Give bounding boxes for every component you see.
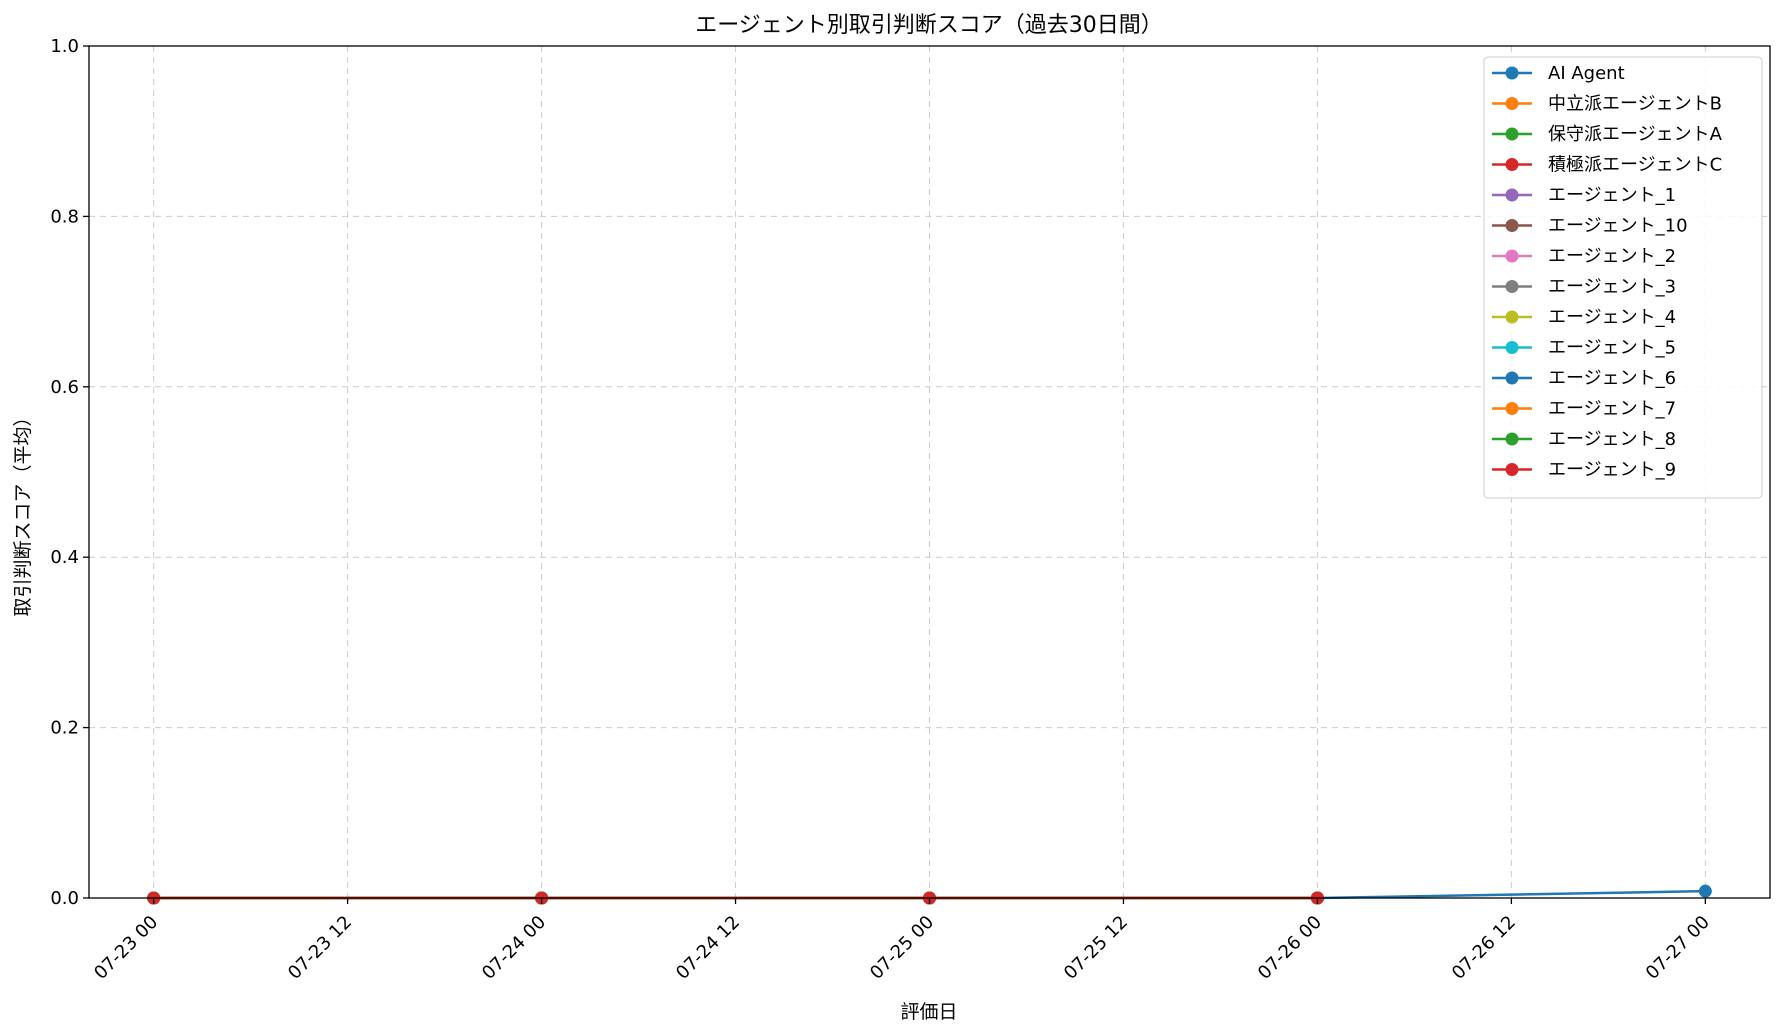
legend-item: エージェント_10	[1492, 216, 1688, 237]
legend-marker	[1505, 402, 1519, 415]
legend-marker	[1505, 341, 1519, 354]
legend-marker	[1505, 463, 1519, 476]
legend-label: エージェント_7	[1548, 399, 1676, 420]
legend-label: エージェント_10	[1548, 216, 1688, 237]
legend-item: エージェント_1	[1492, 185, 1676, 206]
legend-marker	[1505, 97, 1519, 110]
legend-item: エージェント_2	[1492, 246, 1676, 267]
y-tick-label: 0.4	[50, 547, 79, 568]
legend-marker	[1505, 432, 1519, 446]
legend-item: エージェント_8	[1492, 429, 1676, 450]
y-tick-label: 0.2	[50, 718, 79, 739]
legend-label: 中立派エージェントB	[1548, 94, 1722, 115]
y-tick-label: 1.0	[50, 36, 79, 57]
y-tick-label: 0.6	[50, 377, 79, 398]
data-point	[1698, 884, 1712, 898]
legend-label: エージェント_9	[1548, 460, 1676, 481]
legend-marker	[1505, 219, 1519, 232]
legend-label: エージェント_2	[1548, 246, 1676, 267]
y-tick-label: 0.0	[50, 888, 79, 909]
legend-marker	[1505, 249, 1519, 263]
legend-marker	[1505, 66, 1519, 80]
legend-label: エージェント_8	[1548, 429, 1676, 450]
legend-item: エージェント_6	[1492, 368, 1676, 389]
legend-item: エージェント_5	[1492, 338, 1676, 359]
y-tick-label: 0.8	[50, 206, 79, 227]
legend-marker	[1505, 310, 1519, 324]
legend-label: エージェント_1	[1548, 185, 1676, 206]
legend-label: エージェント_3	[1548, 277, 1676, 298]
legend-box	[1483, 56, 1763, 499]
x-axis-label: 評価日	[900, 1001, 957, 1023]
legend-label: 積極派エージェントC	[1548, 155, 1722, 176]
legend-item: エージェント_9	[1492, 460, 1676, 481]
legend-item: エージェント_4	[1492, 307, 1676, 328]
legend-marker	[1505, 188, 1519, 202]
legend-label: エージェント_6	[1548, 368, 1676, 389]
legend-label: エージェント_5	[1548, 338, 1676, 359]
series-line	[1317, 889, 1706, 900]
y-axis-label: 取引判断スコア（平均）	[12, 407, 34, 616]
legend-item: AI Agent	[1492, 63, 1625, 84]
legend-marker	[1505, 371, 1519, 385]
legend: AI Agent 中立派エージェントB 保守派エージェントA 積極派エージェントC エー…	[1483, 56, 1763, 499]
legend-item: エージェント_7	[1492, 399, 1676, 420]
legend-label: エージェント_4	[1548, 307, 1676, 328]
chart-title: エージェント別取引判断スコア（過去30日間）	[695, 13, 1163, 38]
legend-marker	[1505, 158, 1519, 171]
legend-item: 積極派エージェントC	[1492, 155, 1722, 176]
legend-item: 保守派エージェントA	[1492, 124, 1723, 145]
legend-item: 中立派エージェントB	[1492, 94, 1722, 115]
legend-marker	[1505, 127, 1519, 141]
legend-label: AI Agent	[1548, 63, 1625, 84]
legend-label: 保守派エージェントA	[1548, 124, 1723, 145]
legend-item: エージェント_3	[1492, 277, 1676, 298]
legend-marker	[1505, 280, 1519, 293]
